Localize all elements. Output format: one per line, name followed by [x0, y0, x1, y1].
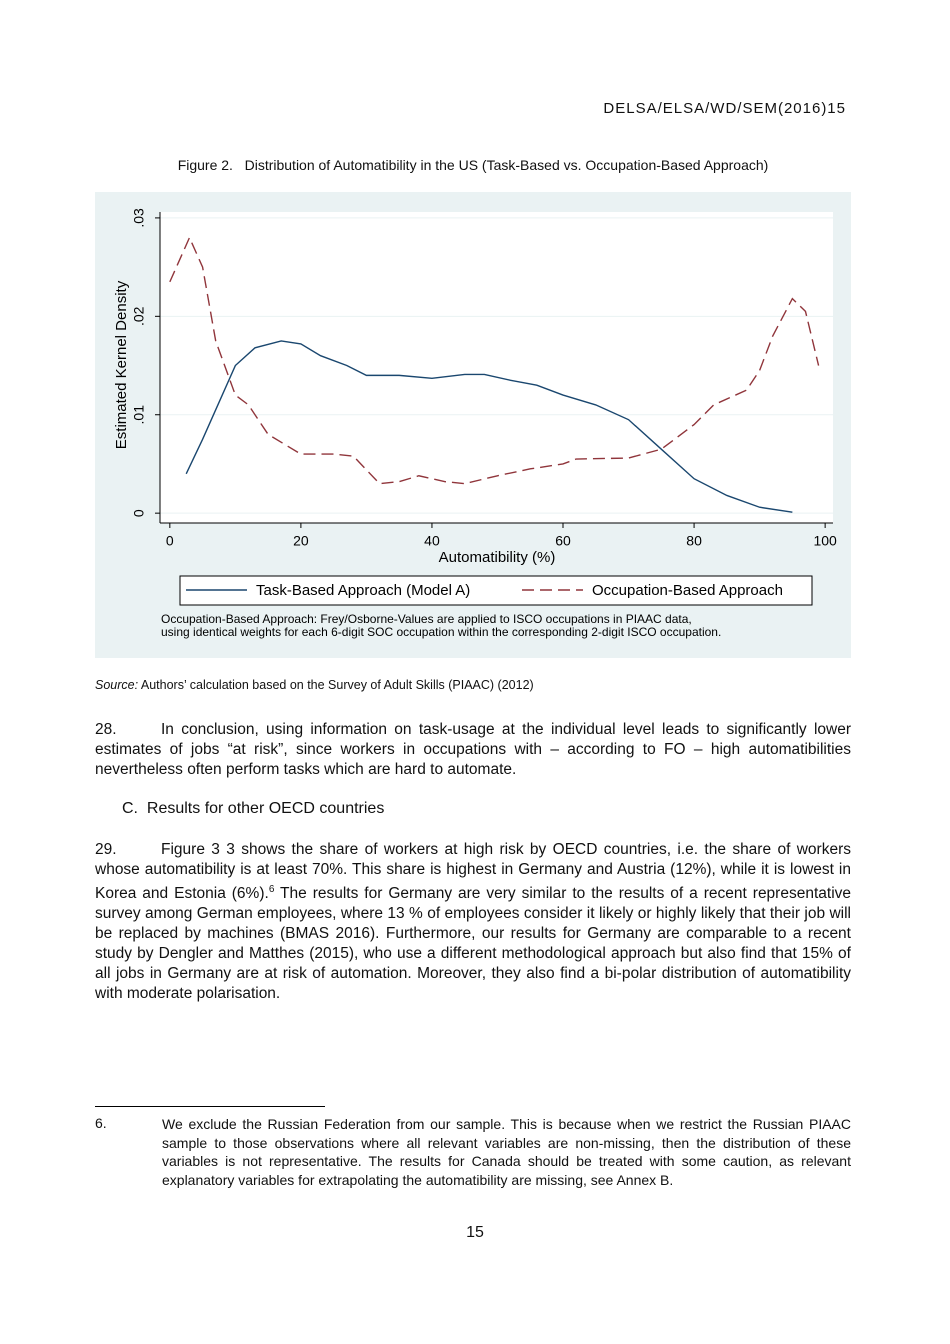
page-number: 15 [466, 1224, 484, 1241]
x-tick-label: 40 [424, 533, 440, 549]
paragraph: 29. Figure 3 3 shows the share of workers… [95, 840, 851, 1004]
footnote-number: 6. [95, 1115, 107, 1131]
chart-note: using identical weights for each 6-digit… [161, 625, 721, 639]
series-line [185, 340, 793, 513]
paragraph: 28. In conclusion, using information on t… [95, 720, 851, 780]
paragraph-number: 29. [95, 841, 117, 858]
y-axis-title: Estimated Kernel Density [113, 280, 130, 449]
x-tick-label: 0 [166, 533, 174, 549]
x-tick-label: 100 [813, 533, 837, 549]
source-label: Source: [95, 678, 139, 692]
chart: Estimated Kernel Density Automatibility … [95, 192, 851, 658]
legend-label: Occupation-Based Approach [592, 582, 783, 599]
paragraph-text: In conclusion, using information on task… [95, 721, 851, 778]
paragraph-number: 28. [95, 721, 117, 738]
chart-note: Occupation-Based Approach: Frey/Osborne-… [161, 612, 692, 626]
legend-box [179, 575, 813, 606]
x-axis-title: Automatibility (%) [439, 549, 556, 566]
paragraph-text: Figure 3 3 shows the share of workers at… [95, 841, 851, 903]
y-tick-label: .01 [131, 405, 147, 425]
legend-label: Task-Based Approach (Model A) [256, 582, 470, 599]
x-tick-label: 80 [686, 533, 702, 549]
x-tick-label: 60 [555, 533, 571, 549]
y-tick-label: .03 [131, 208, 147, 228]
y-tick-label: 0 [131, 509, 147, 517]
x-tick-label: 20 [293, 533, 309, 549]
figure-caption: Figure 2. Distribution of Automatibility… [177, 157, 769, 173]
source-text: Authors’ calculation based on the Survey… [140, 678, 534, 692]
y-tick-label: .02 [131, 306, 147, 326]
footnote-text: We exclude the Russian Federation from o… [162, 1116, 851, 1188]
section-heading: C. Results for other OECD countries [122, 800, 385, 817]
footnote-ref: 6 [268, 884, 275, 895]
paragraph-text: The results for Germany are very similar… [95, 885, 852, 1003]
series-line [169, 235, 820, 485]
plot-layer: 0 .01 .02 .03 0 20 40 60 80 100 Task-Based Approac… [131, 208, 837, 599]
running-header: DELSA/ELSA/WD/SEM(2016)15 [603, 100, 846, 117]
footnote-rule [95, 1106, 325, 1107]
figure-source: Source: Authors’ calculation based on th… [95, 678, 534, 692]
plot-area [160, 212, 833, 523]
